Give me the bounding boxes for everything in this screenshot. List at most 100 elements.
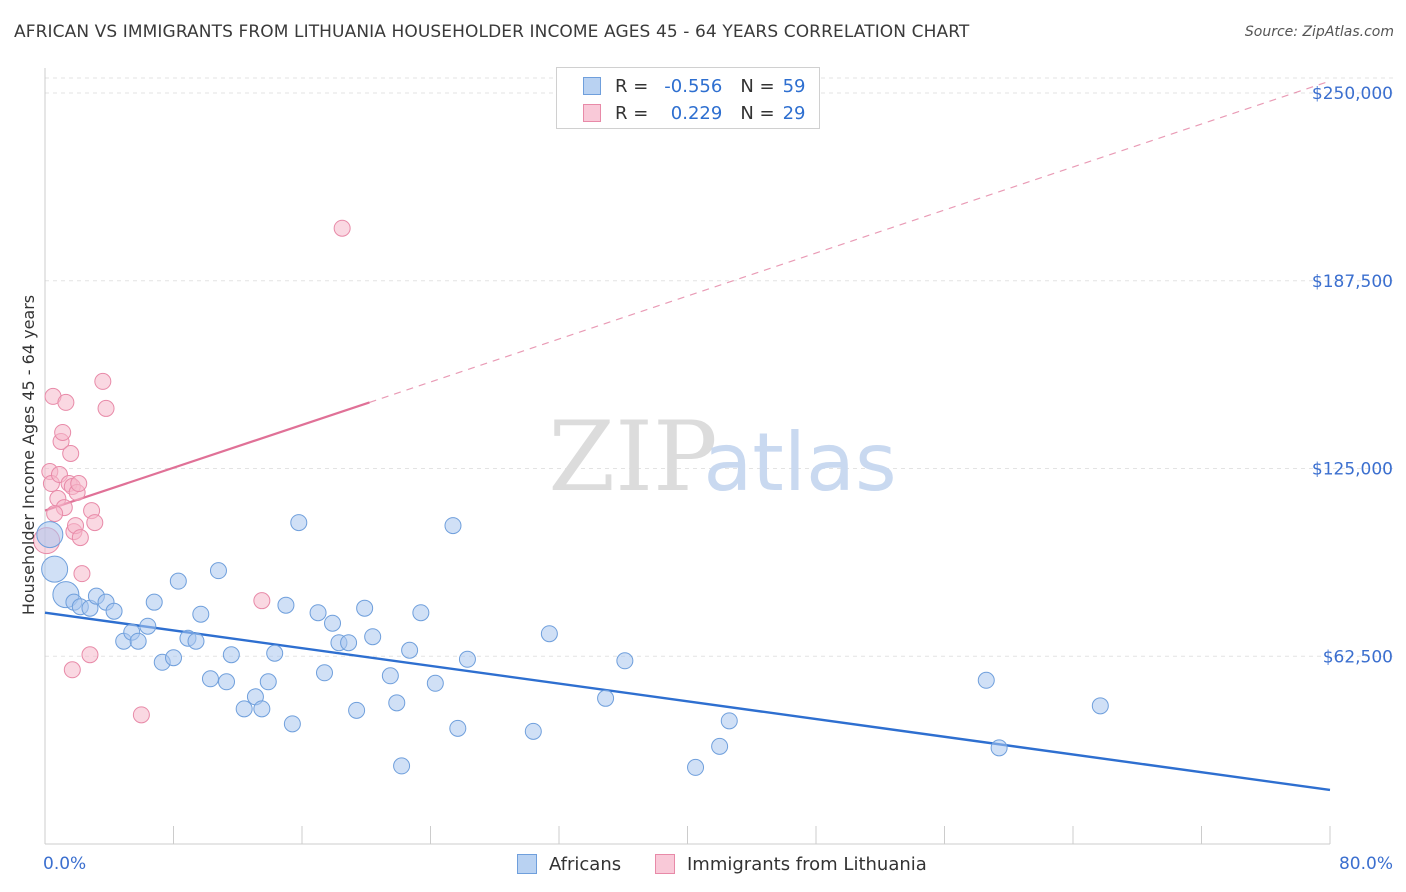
legend-row-lithuania: R = 0.229 N = 29: [557, 100, 806, 126]
point-africans: [315, 664, 333, 682]
x-tick-label: 80.0%: [1339, 854, 1393, 874]
point-africans: [540, 625, 558, 643]
trend-line-africans: [44, 611, 1331, 792]
point-africans: [426, 674, 444, 692]
point-lithuania: [57, 393, 75, 411]
bottom-legend-africans[interactable]: Africans: [517, 852, 621, 876]
point-africans: [393, 757, 411, 775]
point-africans: [458, 650, 476, 668]
point-africans: [401, 641, 419, 659]
axis-layer: [44, 68, 1331, 845]
point-africans: [165, 649, 182, 667]
legend-r-label: R =: [615, 75, 649, 97]
trend-layer: [44, 80, 1331, 792]
y-axis-title: Householder Income Ages 45 - 64 years: [19, 295, 38, 615]
point-lithuania: [63, 661, 81, 679]
point-africans: [324, 614, 342, 632]
legend-n-label: N =: [740, 75, 775, 97]
legend-n-value: 59: [782, 75, 806, 97]
point-lithuania: [70, 475, 88, 493]
y-tick-label: $125,000: [1312, 460, 1393, 480]
legend-swatch-africans: [517, 854, 537, 874]
point-africans: [36, 521, 64, 549]
point-lithuania: [132, 706, 150, 724]
watermark: ZIP atlas: [548, 401, 896, 513]
grid-layer: [45, 77, 1395, 657]
point-africans: [449, 719, 467, 737]
legend-r-value: -0.556: [664, 75, 723, 97]
x-tick-label: 0.0%: [43, 854, 86, 874]
legend-r-value: 0.229: [670, 102, 723, 124]
trend-line-lithuania-dashed: [369, 80, 1331, 403]
watermark-zip: ZIP: [548, 401, 717, 513]
legend-row-africans: R = -0.556 N = 59: [557, 73, 806, 99]
source-label: Source: ZipAtlas.com: [1244, 24, 1394, 40]
point-africans: [616, 652, 634, 670]
point-africans: [253, 700, 271, 718]
legend-swatch-lithuania: [583, 104, 601, 122]
watermark-atlas: atlas: [703, 416, 896, 509]
point-africans: [235, 700, 253, 718]
point-africans: [129, 632, 147, 650]
point-africans: [524, 722, 542, 740]
correlation-legend: R = -0.556 N = 59 R = 0.229 N = 29: [556, 67, 820, 129]
point-africans: [412, 604, 430, 622]
point-africans: [309, 604, 327, 622]
point-africans: [266, 644, 284, 662]
tick-labels: $62,500 $125,000 $187,500 $250,000 0.0% 80.0%: [43, 84, 1393, 874]
point-africans: [340, 634, 358, 652]
point-lithuania: [81, 646, 99, 664]
point-lithuania: [94, 372, 112, 390]
series-africans-points: [36, 514, 1109, 776]
point-africans: [356, 599, 374, 617]
legend-r-label: R =: [615, 102, 649, 124]
legend-n-label: N =: [740, 102, 775, 124]
point-africans: [145, 593, 163, 611]
point-africans: [201, 670, 219, 688]
trend-line-lithuania: [44, 401, 370, 512]
point-africans: [687, 758, 705, 776]
legend-swatch-lithuania: [655, 854, 675, 874]
point-africans: [283, 715, 301, 733]
y-tick-label: $62,500: [1323, 647, 1393, 667]
point-africans: [1091, 697, 1109, 715]
point-africans: [444, 517, 462, 535]
point-lithuania: [86, 514, 104, 532]
point-lithuania: [253, 592, 271, 610]
point-lithuania: [71, 529, 89, 547]
point-africans: [290, 514, 308, 532]
y-tick-label: $187,500: [1312, 272, 1393, 292]
point-africans: [277, 596, 295, 614]
legend-label-africans: Africans: [549, 853, 622, 875]
bottom-legend-lithuania[interactable]: Immigrants from Lithuania: [655, 852, 927, 876]
point-lithuania: [62, 444, 80, 462]
point-africans: [720, 712, 738, 730]
point-africans: [597, 689, 615, 707]
point-africans: [388, 694, 406, 712]
point-africans: [218, 673, 236, 691]
point-africans: [105, 602, 123, 620]
point-africans: [139, 617, 157, 635]
point-africans: [192, 605, 210, 623]
point-africans: [41, 555, 69, 583]
point-lithuania: [333, 219, 351, 237]
point-lithuania: [97, 399, 115, 417]
point-africans: [187, 632, 205, 650]
legend-label-lithuania: Immigrants from Lithuania: [687, 853, 927, 875]
point-africans: [209, 562, 227, 580]
point-africans: [259, 673, 277, 691]
point-africans: [364, 628, 382, 646]
legend-swatch-africans: [583, 77, 601, 95]
point-africans: [222, 646, 240, 664]
point-africans: [348, 701, 366, 719]
y-tick-label: $250,000: [1312, 84, 1393, 104]
point-africans: [977, 671, 995, 689]
point-africans: [169, 572, 187, 590]
chart-title: AFRICAN VS IMMIGRANTS FROM LITHUANIA HOU…: [14, 22, 970, 42]
point-africans: [381, 667, 399, 685]
point-africans: [711, 737, 729, 755]
point-lithuania: [46, 505, 64, 523]
legend-n-value: 29: [782, 102, 806, 124]
